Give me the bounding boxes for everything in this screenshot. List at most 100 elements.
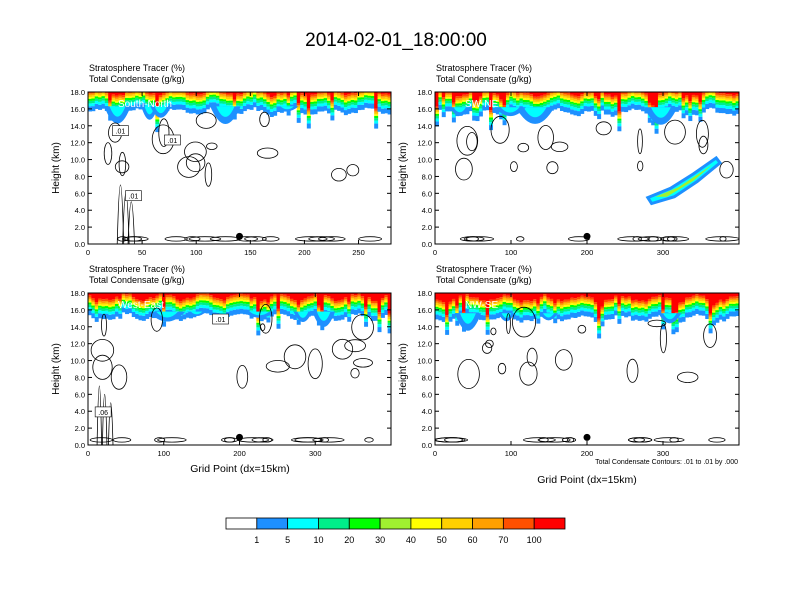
panel-1-subtitle-2: Total Condensate (g/kg): [89, 74, 185, 84]
colorbar-label: 60: [468, 535, 478, 545]
contour-label: .01: [168, 138, 178, 145]
panel-3-subtitle-1: Stratosphere Tracer (%): [89, 264, 185, 274]
x-tick-label: 0: [86, 449, 90, 458]
contour-label-box: [164, 134, 181, 146]
panel-3-subtitle-2: Total Condensate (g/kg): [89, 275, 185, 285]
contour-label-box: [125, 190, 142, 202]
panel-1-subtitle-1: Stratosphere Tracer (%): [89, 63, 185, 73]
figure-title: 2014-02-01_18:00:00: [305, 30, 487, 51]
y-tick-label: 0.0: [422, 441, 432, 450]
panel-4-subtitle-1: Stratosphere Tracer (%): [436, 264, 532, 274]
panel-label: South-North: [118, 99, 172, 110]
panel-west-east: Stratosphere Tracer (%) Total Condensate…: [51, 264, 392, 475]
y-tick-label: 4.0: [422, 407, 432, 416]
location-marker: [236, 433, 243, 441]
y-tick-label: 2.0: [75, 424, 85, 433]
y-axis-label: Height (km): [398, 343, 409, 395]
colorbar: 1 5 10 20 30 40 50 60 70 100: [225, 517, 566, 545]
y-axis-label: Height (km): [398, 142, 409, 194]
y-tick-label: 14.0: [417, 323, 432, 332]
y-tick-label: 16.0: [70, 306, 85, 315]
colorbar-label: 30: [375, 535, 385, 545]
y-tick-label: 2.0: [75, 223, 85, 232]
colorbar-swatch: [287, 517, 319, 530]
y-tick-label: 0.0: [422, 240, 432, 249]
y-tick-label: 16.0: [417, 105, 432, 114]
colorbar-swatch: [410, 517, 443, 530]
x-tick-label: 100: [157, 449, 170, 458]
y-axis-label: Height (km): [51, 142, 62, 194]
colorbar-label: 10: [313, 535, 323, 545]
contour-label: .01: [216, 317, 226, 324]
y-tick-label: 0.0: [75, 240, 85, 249]
colorbar-label: 1: [254, 535, 259, 545]
y-tick-label: 16.0: [70, 105, 85, 114]
panel-label: SW-NE: [465, 99, 498, 110]
y-tick-label: 8.0: [422, 172, 432, 181]
colorbar-swatch: [318, 517, 350, 530]
y-tick-label: 10.0: [417, 156, 432, 165]
x-tick-label: 200: [233, 449, 246, 458]
y-tick-label: 18.0: [70, 289, 85, 298]
panel-2-plot: SW-NE 0.0 2.0 4.0 6.0 8.0 10.0 12.0 14.0 16.0 18.0…: [398, 88, 740, 257]
panel-2-subtitle-2: Total Condensate (g/kg): [436, 74, 532, 84]
colorbar-label: 70: [498, 535, 508, 545]
panel-nw-se: Stratosphere Tracer (%) Total Condensate…: [398, 264, 740, 486]
colorbar-swatch: [472, 517, 504, 530]
location-marker: [583, 232, 591, 240]
plot-frame: [87, 91, 392, 245]
contour-label: .01: [129, 194, 139, 201]
y-tick-label: 10.0: [70, 357, 85, 366]
colorbar-label: 20: [344, 535, 354, 545]
x-tick-label: 100: [505, 248, 518, 257]
x-tick-label: 150: [244, 248, 257, 257]
panel-4-plot: NW-SE 0.0 2.0 4.0 6.0 8.0 10.0 12.0 14.0 16.0 18.0…: [398, 289, 740, 458]
panel-2-subtitle-1: Stratosphere Tracer (%): [436, 63, 532, 73]
plot-area: [88, 92, 391, 244]
y-tick-label: 18.0: [417, 88, 432, 97]
y-tick-label: 4.0: [75, 206, 85, 215]
y-tick-label: 14.0: [417, 122, 432, 131]
x-tick-label: 0: [433, 248, 437, 257]
location-marker: [583, 433, 591, 441]
colorbar-label: 40: [406, 535, 416, 545]
contour-label-box: [112, 125, 129, 136]
y-tick-label: 4.0: [422, 206, 432, 215]
x-tick-label: 0: [433, 449, 437, 458]
y-axis-label: Height (km): [51, 343, 62, 395]
y-tick-label: 16.0: [417, 306, 432, 315]
x-tick-label: 200: [581, 449, 594, 458]
y-tick-label: 6.0: [422, 189, 432, 198]
y-tick-label: 10.0: [417, 357, 432, 366]
panel-3-xlabel: Grid Point (dx=15km): [190, 463, 290, 475]
y-tick-label: 12.0: [70, 340, 85, 349]
contour-label-box: [212, 313, 229, 325]
y-tick-label: 14.0: [70, 122, 85, 131]
colorbar-label: 5: [285, 535, 290, 545]
x-tick-label: 300: [657, 449, 670, 458]
panel-label: NW-SE: [465, 300, 498, 311]
x-tick-label: 100: [190, 248, 203, 257]
panel-4-xlabel: Grid Point (dx=15km): [537, 474, 637, 486]
x-tick-label: 100: [505, 449, 518, 458]
y-tick-label: 8.0: [75, 373, 85, 382]
y-tick-label: 12.0: [417, 340, 432, 349]
colorbar-swatch: [502, 517, 535, 530]
contour-label: .01: [116, 129, 126, 136]
colorbar-swatch: [441, 517, 473, 530]
y-tick-label: 4.0: [75, 407, 85, 416]
y-tick-label: 12.0: [70, 139, 85, 148]
y-tick-label: 6.0: [422, 390, 432, 399]
colorbar-swatch: [533, 517, 566, 530]
contour-label: .06: [98, 410, 108, 417]
y-tick-label: 18.0: [417, 289, 432, 298]
x-tick-label: 250: [352, 248, 365, 257]
contour-label-box: [94, 406, 112, 418]
contour-note: Total Condensate Contours: .01 to .01 by…: [595, 459, 738, 466]
y-tick-label: 6.0: [75, 189, 85, 198]
panel-sw-ne: Stratosphere Tracer (%) Total Condensate…: [398, 63, 740, 257]
colorbar-label: 100: [527, 535, 542, 545]
colorbar-swatch: [379, 517, 412, 530]
x-tick-label: 0: [86, 248, 90, 257]
